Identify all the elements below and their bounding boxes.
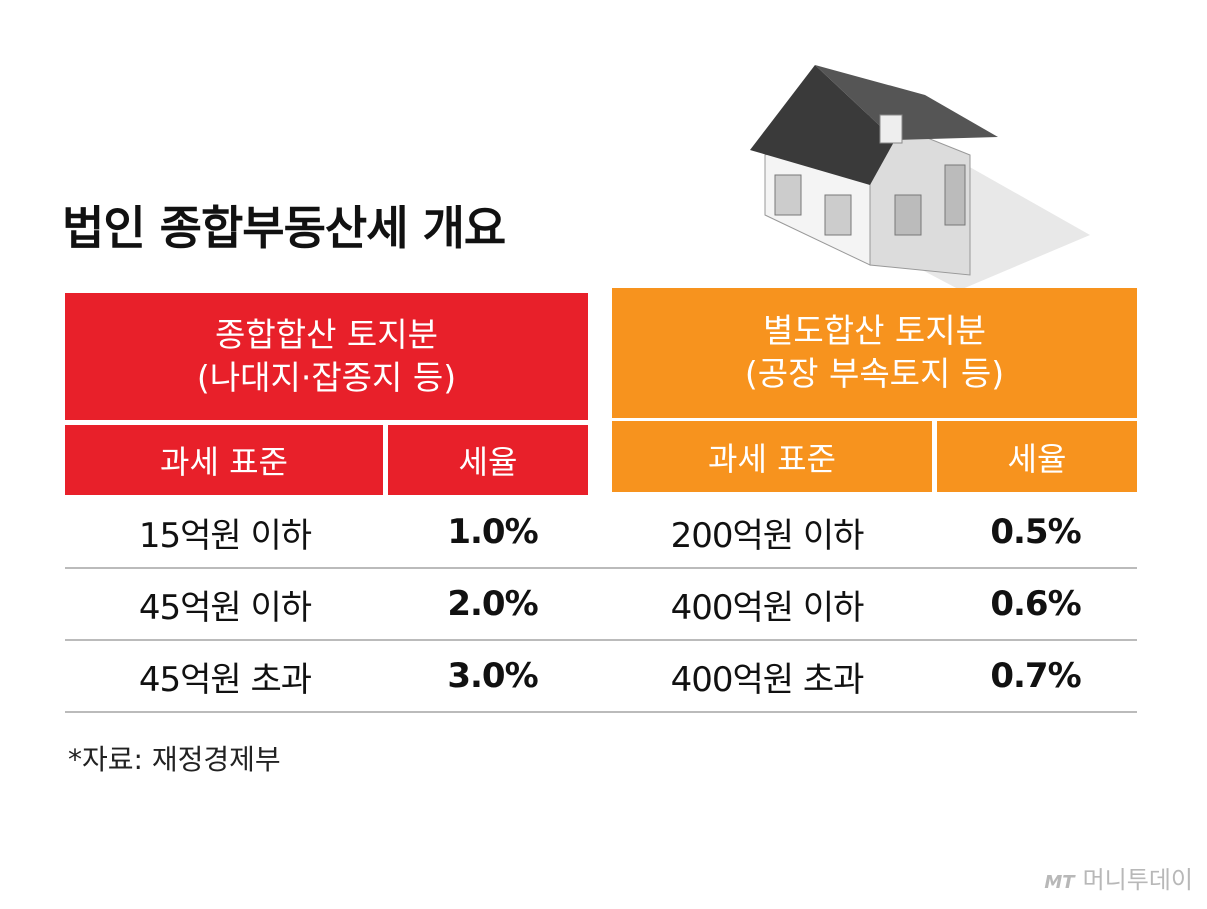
house-illustration [750, 65, 1090, 290]
table-header: 별도합산 토지분 (공장 부속토지 등) [612, 288, 1137, 418]
tax-base: 400억원 초과 [600, 641, 934, 713]
tax-rate: 0.5% [934, 497, 1137, 569]
column-header: 세율 [388, 425, 588, 495]
column-header: 과세 표준 [612, 421, 932, 492]
column-header: 과세 표준 [65, 425, 383, 495]
logo-name: 머니투데이 [1082, 866, 1193, 894]
tax-base: 400억원 이하 [600, 569, 934, 641]
header-line: (나대지·잡종지 등) [196, 357, 457, 397]
header-line: 종합합산 토지분 [214, 314, 438, 354]
logo: MT 머니투데이 [1044, 860, 1193, 895]
tax-rate: 0.7% [934, 641, 1137, 713]
header-line: (공장 부속토지 등) [744, 354, 1005, 393]
logo-mark: MT [1044, 872, 1075, 893]
tax-base: 15억원 이하 [65, 497, 385, 569]
source: *자료: 재정경제부 [68, 743, 281, 776]
tax-rate: 0.6% [934, 569, 1137, 641]
table-header: 종합합산 토지분 (나대지·잡종지 등) [65, 293, 588, 420]
title: 법인 종합부동산세 개요 [62, 201, 506, 255]
tax-base: 45억원 초과 [65, 641, 385, 713]
header-line: 별도합산 토지분 [762, 311, 986, 351]
tax-rate: 3.0% [385, 641, 600, 713]
column-header: 세율 [937, 421, 1137, 492]
tax-rate: 2.0% [385, 569, 600, 641]
tax-base: 200억원 이하 [600, 497, 934, 569]
tax-base: 45억원 이하 [65, 569, 385, 641]
tax-rate: 1.0% [385, 497, 600, 569]
